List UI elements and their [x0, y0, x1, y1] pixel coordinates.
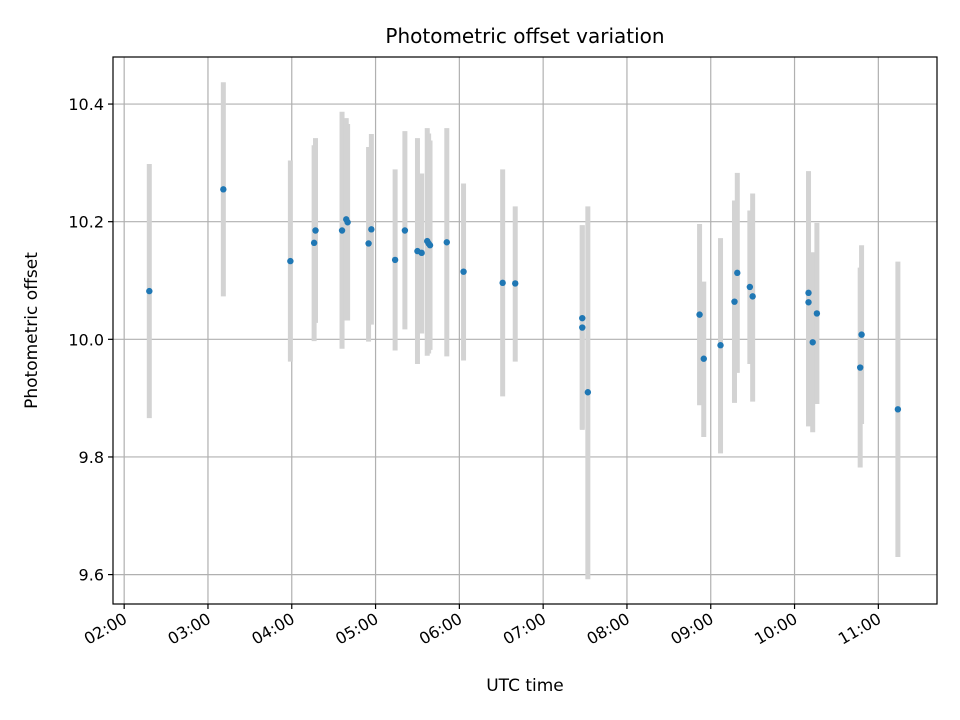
data-point: [584, 389, 592, 396]
data-point: [805, 299, 812, 306]
data-point: [805, 289, 812, 297]
data-point: [731, 298, 738, 305]
error-bars: [146, 82, 901, 580]
x-tick-label: 05:00: [332, 609, 381, 649]
y-tick-label: 10.0: [68, 330, 104, 349]
x-tick-label: 11:00: [835, 609, 884, 649]
x-axis-label: UTC time: [486, 676, 564, 696]
x-tick-label: 04:00: [248, 609, 297, 649]
data-point: [734, 269, 741, 277]
x-tick-label: 09:00: [667, 609, 716, 649]
data-point: [696, 311, 703, 318]
y-tick-label: 9.6: [79, 566, 104, 585]
data-point: [809, 339, 816, 346]
data-point: [401, 227, 409, 234]
data-point: [418, 249, 425, 257]
data-point: [512, 280, 519, 287]
data-point: [749, 293, 756, 300]
data-point: [443, 239, 450, 246]
y-tick-label: 9.8: [79, 448, 104, 467]
data-point: [391, 256, 399, 264]
data-point: [220, 186, 227, 193]
chart-title: Photometric offset variation: [385, 24, 664, 48]
data-point: [579, 324, 586, 331]
y-tick-label: 10.2: [68, 213, 104, 232]
x-tick-label: 08:00: [584, 609, 633, 649]
data-point: [858, 331, 865, 338]
grid: [113, 57, 937, 604]
y-axis-label: Photometric offset: [22, 252, 42, 409]
data-point: [717, 342, 724, 349]
data-point: [426, 242, 434, 249]
data-point: [287, 257, 294, 265]
data-point: [460, 268, 467, 275]
data-point: [499, 279, 506, 287]
x-tick-label: 06:00: [416, 609, 465, 649]
data-points: [146, 186, 902, 413]
data-point: [813, 310, 821, 317]
data-point: [856, 364, 864, 371]
y-tick-label: 10.4: [68, 95, 104, 114]
data-point: [746, 283, 754, 291]
x-tick-label: 10:00: [751, 609, 800, 649]
data-point: [312, 227, 319, 234]
data-point: [579, 314, 586, 322]
data-point: [700, 355, 707, 362]
y-axis-ticks: 9.6 9.8 10.0 10.2 10.4: [68, 95, 113, 585]
data-point: [146, 287, 153, 295]
plot-frame: [112, 56, 938, 605]
x-tick-label: 07:00: [500, 609, 549, 649]
x-tick-label: 03:00: [165, 609, 214, 649]
data-point: [894, 406, 902, 413]
data-point: [338, 227, 346, 234]
data-point: [344, 219, 351, 226]
data-point: [368, 226, 375, 233]
x-axis-ticks: 02:00 03:00 04:00 05:00 06:00 07:00 08:00 09:00…: [81, 604, 884, 649]
x-tick-label: 02:00: [81, 609, 130, 649]
data-point: [365, 240, 372, 247]
data-point: [310, 239, 318, 247]
